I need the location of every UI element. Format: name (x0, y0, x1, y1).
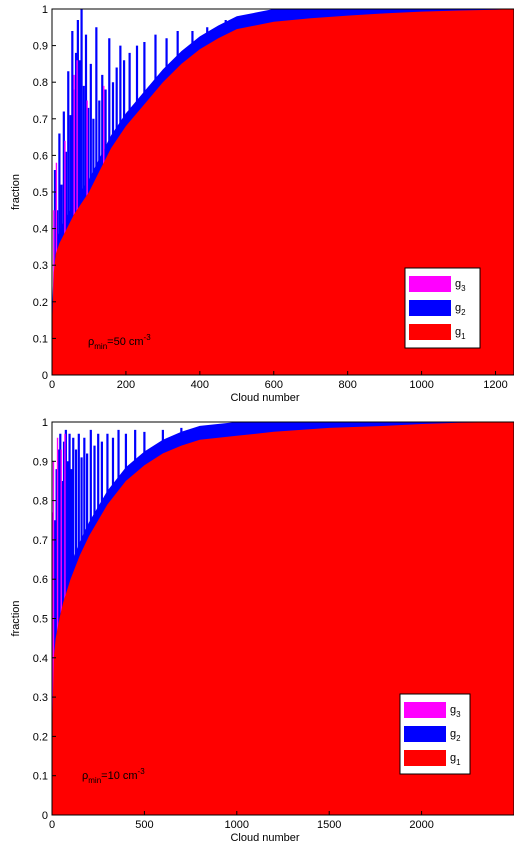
legend-label-g3-base: g (450, 704, 456, 716)
annotation-sub: min (88, 776, 101, 785)
legend-label-g1-sub: 1 (461, 332, 466, 341)
annotation-mid: =10 cm (101, 770, 137, 782)
chart-panel-2: 0 0.1 0.2 0.3 0.4 0.5 0.6 0.7 0.8 0.9 1 0 500 1000 150… (10, 417, 514, 844)
y-tick-label: 0 (42, 810, 48, 822)
x-tick-label: 0 (49, 819, 55, 831)
y-tick-label: 0.5 (33, 187, 48, 199)
annotation-sub: min (94, 342, 107, 351)
legend-swatch-g2 (404, 726, 446, 742)
legend-label-g1-base: g (455, 326, 461, 338)
legend-label-g2: g2 (450, 728, 461, 743)
y-tick-label: 0.9 (33, 41, 48, 53)
y-tick-label: 0.5 (33, 614, 48, 626)
y-axis-label: fraction (10, 174, 22, 210)
y-tick-label: 0.4 (33, 653, 48, 665)
legend-label-g3-sub: 3 (461, 284, 466, 293)
y-tick-label: 1 (42, 417, 48, 429)
density-annotation: ρmin=10 cm-3 (82, 767, 145, 785)
x-tick-label: 1000 (409, 379, 433, 391)
density-annotation: ρmin=50 cm-3 (88, 333, 151, 351)
legend-label-g3-sub: 3 (456, 710, 461, 719)
x-tick-label: 500 (135, 819, 153, 831)
legend-label-g1-sub: 1 (456, 758, 461, 767)
x-axis-label: Cloud number (230, 392, 299, 404)
x-tick-label: 800 (339, 379, 357, 391)
legend-swatch-g1 (409, 324, 451, 340)
legend-swatch-g1 (404, 750, 446, 766)
y-tick-label: 0.9 (33, 456, 48, 468)
y-tick-label: 0.4 (33, 224, 48, 236)
annotation-sup: -3 (138, 767, 146, 776)
legend-label-g2-base: g (450, 728, 456, 740)
x-tick-label: 600 (265, 379, 283, 391)
chart-panel-1: 0 0.1 0.2 0.3 0.4 0.5 0.6 0.7 0.8 0.9 1 0 200 400 600 8… (10, 4, 514, 404)
legend-swatch-g3 (404, 702, 446, 718)
legend-label-g3-base: g (455, 278, 461, 290)
legend-swatch-g2 (409, 300, 451, 316)
y-tick-label: 0 (42, 370, 48, 382)
legend-label-g2-sub: 2 (461, 308, 466, 317)
x-tick-label: 400 (191, 379, 209, 391)
g1-area (52, 9, 514, 375)
x-tick-label: 1500 (317, 819, 341, 831)
y-axis-label: fraction (10, 600, 22, 636)
y-tick-label: 0.1 (33, 771, 48, 783)
legend-label-g3: g3 (455, 278, 466, 293)
y-tick-label: 0.1 (33, 333, 48, 345)
y-tick-label: 0.8 (33, 496, 48, 508)
y-tick-label: 0.2 (33, 297, 48, 309)
x-tick-label: 2000 (409, 819, 433, 831)
x-axis-label: Cloud number (230, 832, 299, 844)
legend-label-g1: g1 (455, 326, 466, 341)
y-tick-label: 0.2 (33, 731, 48, 743)
legend-label-g1-base: g (450, 752, 456, 764)
legend-label-g2-sub: 2 (456, 734, 461, 743)
y-tick-label: 0.3 (33, 260, 48, 272)
x-tick-label: 0 (49, 379, 55, 391)
y-tick-label: 0.6 (33, 574, 48, 586)
x-tick-label: 1200 (483, 379, 507, 391)
y-tick-label: 1 (42, 4, 48, 16)
y-tick-label: 0.3 (33, 692, 48, 704)
legend-label-g1: g1 (450, 752, 461, 767)
x-tick-label: 1000 (225, 819, 249, 831)
legend-label-g2-base: g (455, 302, 461, 314)
y-tick-label: 0.7 (33, 535, 48, 547)
y-tick-label: 0.6 (33, 150, 48, 162)
legend-label-g3: g3 (450, 704, 461, 719)
y-tick-label: 0.8 (33, 77, 48, 89)
legend-swatch-g3 (409, 276, 451, 292)
y-tick-label: 0.7 (33, 114, 48, 126)
annotation-rho: ρ (88, 336, 94, 348)
g1-area (52, 422, 514, 815)
annotation-rho: ρ (82, 770, 88, 782)
annotation-mid: =50 cm (107, 336, 143, 348)
legend-label-g2: g2 (455, 302, 466, 317)
annotation-sup: -3 (144, 333, 152, 342)
x-tick-label: 200 (117, 379, 135, 391)
